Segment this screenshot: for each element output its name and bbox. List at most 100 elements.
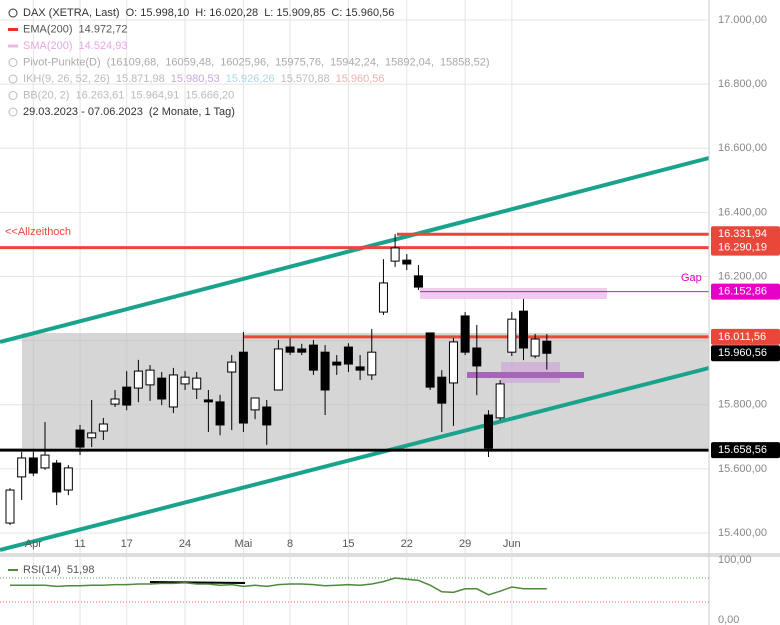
- legend-text: 14.524,93: [79, 40, 128, 52]
- y-tick-label: 0,00: [718, 614, 739, 625]
- pivot-bar: [467, 372, 584, 378]
- y-tick-label: 15.400,00: [718, 527, 767, 539]
- price-label: 16.331,94: [718, 228, 767, 240]
- legend-icon: [8, 8, 18, 18]
- candle-body: [215, 401, 225, 426]
- y-tick-label: 16.600,00: [718, 142, 767, 154]
- candle-body: [250, 397, 260, 411]
- legend-text: 15942,24,: [330, 56, 379, 68]
- price-label-box: [711, 226, 780, 243]
- legend-text: (2 Monate, 1 Tag): [149, 106, 235, 118]
- x-tick-label: 24: [179, 538, 191, 550]
- price-label-box: [711, 345, 780, 362]
- candle-body: [5, 489, 15, 524]
- price-label-box: [711, 442, 780, 459]
- annotation: Gap: [681, 272, 702, 284]
- candle-body: [460, 315, 470, 353]
- legend-icon: [8, 74, 18, 84]
- y-tick-label: 16.200,00: [718, 270, 767, 282]
- legend-text: 15.666,20: [185, 89, 234, 101]
- legend-icon: [8, 91, 18, 100]
- candle-body: [98, 423, 108, 432]
- x-tick-label: 29: [459, 538, 471, 550]
- legend-text: 15975,76,: [275, 56, 324, 68]
- legend-text: BB(20, 2): [23, 89, 69, 101]
- candle-body: [343, 346, 353, 365]
- x-tick-label: 8: [287, 538, 293, 550]
- candle-body: [402, 259, 412, 265]
- y-tick-label: 16.800,00: [718, 78, 767, 90]
- candle-body: [495, 383, 505, 419]
- legend-text: 15858,52): [440, 56, 490, 68]
- rsi-panel: 0,00 100,00 RSI(14) 51,98: [0, 554, 752, 625]
- range-zone: [22, 333, 709, 448]
- candle-body: [425, 332, 435, 388]
- gap-zone: [420, 288, 607, 299]
- legend-text: EMA(200): [23, 23, 73, 35]
- legend-text: 16059,48,: [165, 56, 214, 68]
- candle-body: [157, 377, 167, 400]
- legend: DAX (XETRA, Last) O: 15.998,10 H: 16.020,2…: [8, 7, 489, 118]
- candle-body: [472, 347, 482, 367]
- candle-body: [518, 310, 528, 349]
- candle-body: [390, 247, 400, 262]
- candles: [5, 234, 552, 525]
- price-label-box: [711, 328, 780, 345]
- candle-body: [75, 429, 85, 448]
- candle-body: [110, 398, 120, 405]
- candle-body: [378, 282, 388, 313]
- candle-body: [530, 338, 540, 357]
- y-tick-label: 17.000,00: [718, 14, 767, 26]
- candle-body: [437, 376, 447, 404]
- price-label: 16.152,86: [718, 286, 767, 298]
- legend-text: SMA(200): [23, 40, 73, 52]
- candle-body: [483, 414, 493, 449]
- candle-body: [122, 386, 132, 406]
- legend-text: L: 15.909,85: [264, 7, 325, 19]
- rsi-trend-line: [149, 581, 246, 584]
- price-label: 15.658,56: [718, 444, 767, 456]
- trend-line-upper: [0, 156, 710, 344]
- price-label: 16.011,56: [718, 331, 766, 343]
- candle-body: [227, 361, 237, 373]
- candle-body: [273, 348, 283, 391]
- candle-body: [180, 376, 190, 385]
- legend-text: 15.871,98: [116, 73, 165, 85]
- legend-icon: [8, 107, 18, 117]
- panel-separator: [0, 553, 780, 557]
- x-tick-label: Apr: [25, 538, 42, 550]
- candle-body: [308, 344, 318, 371]
- candle-body: [145, 369, 155, 386]
- candle-body: [448, 341, 458, 384]
- candle-body: [332, 361, 342, 366]
- x-tick-label: 22: [401, 538, 413, 550]
- legend-icon: [8, 58, 18, 67]
- y-tick-label: 100,00: [718, 554, 752, 566]
- candle-body: [52, 462, 62, 493]
- legend-text: 15.980,53: [171, 73, 220, 85]
- candle-body: [320, 351, 330, 391]
- x-tick-label: 11: [74, 538, 85, 550]
- candle-body: [262, 406, 272, 426]
- price-label-box: [711, 239, 780, 256]
- legend-text: 15892,04,: [385, 56, 434, 68]
- legend-text: 15.926,26: [226, 73, 275, 85]
- candle-body: [192, 377, 202, 390]
- legend-text: 14.972,72: [79, 23, 128, 35]
- candle-body: [367, 351, 377, 376]
- candle-body: [203, 399, 213, 403]
- candle-body: [355, 366, 365, 371]
- legend-text: C: 15.960,56: [331, 7, 394, 19]
- legend-value: 51,98: [67, 564, 95, 576]
- legend-text: H: 16.020,28: [195, 7, 258, 19]
- candle-body: [63, 467, 73, 491]
- legend-text: Pivot-Punkte(D): [23, 56, 101, 68]
- rsi-line: [10, 577, 547, 596]
- price-label-box: [711, 283, 780, 300]
- y-tick-label: 16.400,00: [718, 206, 767, 218]
- candle-body: [133, 370, 143, 389]
- legend-text: 16.263,61: [75, 89, 124, 101]
- y-tick-label: 15.600,00: [718, 463, 767, 475]
